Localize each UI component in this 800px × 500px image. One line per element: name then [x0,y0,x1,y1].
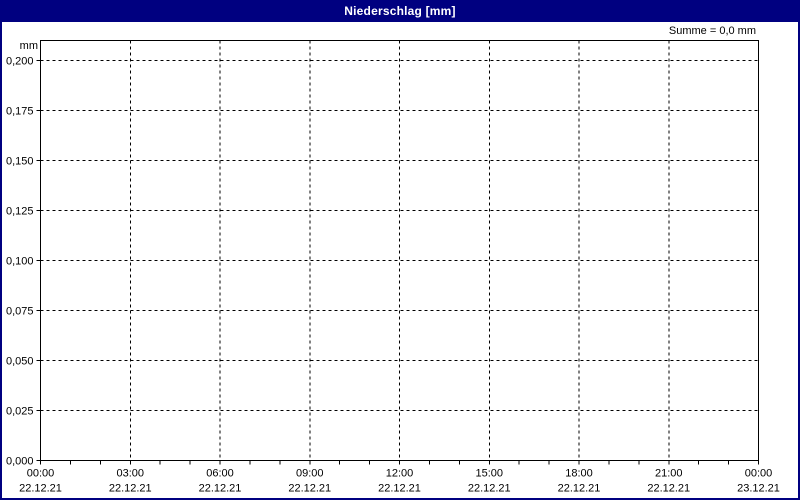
y-tick-label: 0,200 [6,56,34,68]
y-tick-label: 0,075 [6,306,34,318]
y-axis-unit-label: mm [20,40,38,52]
y-tick-label: 0,050 [6,356,34,368]
x-tick-time-label: 00:00 [27,468,55,480]
y-tick-label: 0,175 [6,106,34,118]
x-tick-date-label: 22.12.21 [288,483,331,495]
x-tick-date-label: 22.12.21 [468,483,511,495]
y-tick-label: 0,025 [6,406,34,418]
x-tick-date-label: 22.12.21 [199,483,242,495]
window-title: Niederschlag [mm] [344,4,456,18]
x-tick-time-label: 06:00 [206,468,234,480]
sum-annotation: Summe = 0,0 mm [669,25,756,37]
x-tick-time-label: 18:00 [565,468,593,480]
x-tick-date-label: 22.12.21 [378,483,421,495]
chart-area: mm Summe = 0,0 mm 0,000 0,025 0,050 0,075 0,… [2,22,798,498]
x-tick-time-label: 12:00 [386,468,414,480]
x-tick-time-label: 15:00 [475,468,503,480]
x-tick-time-label: 21:00 [655,468,683,480]
precipitation-chart: mm Summe = 0,0 mm 0,000 0,025 0,050 0,075 0,… [6,25,780,495]
y-tick-label: 0,100 [6,256,34,268]
y-tick-label: 0,000 [6,456,34,468]
x-tick-time-label: 00:00 [745,468,773,480]
x-tick-date-label: 23.12.21 [737,483,780,495]
x-tick-time-label: 09:00 [296,468,324,480]
x-tick-date-label: 22.12.21 [19,483,62,495]
title-bar: Niederschlag [mm] [2,0,798,22]
y-tick-label: 0,125 [6,206,34,218]
x-tick-time-label: 03:00 [116,468,144,480]
x-tick-date-label: 22.12.21 [647,483,690,495]
y-tick-label: 0,150 [6,156,34,168]
x-tick-date-label: 22.12.21 [109,483,152,495]
plot-border [40,40,759,461]
x-tick-date-label: 22.12.21 [558,483,601,495]
